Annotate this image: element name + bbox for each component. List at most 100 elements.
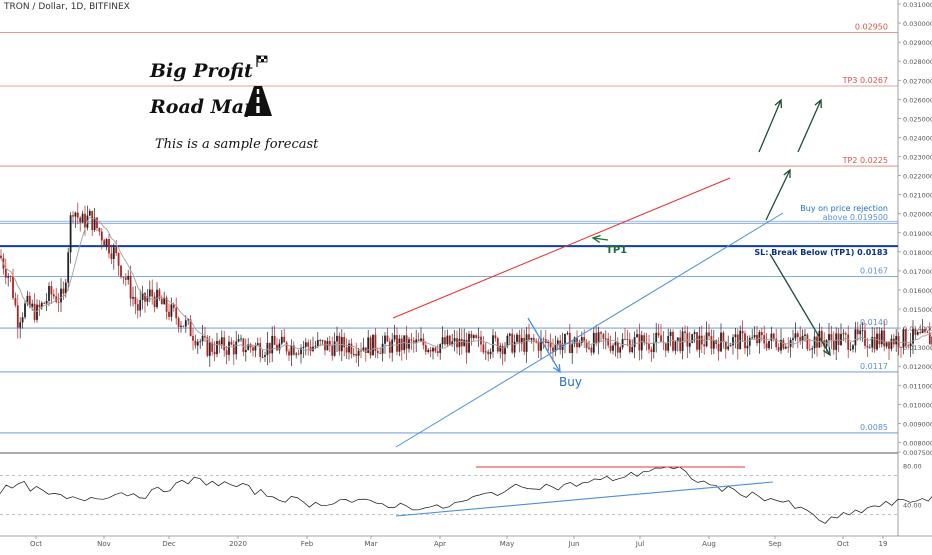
candle-body: [427, 349, 430, 352]
candle-body: [547, 341, 550, 344]
candle-body: [741, 330, 744, 334]
candle-body: [607, 338, 610, 346]
candle-body: [69, 215, 72, 253]
candle-body: [813, 336, 816, 349]
candle-body: [909, 343, 912, 347]
candle-body: [223, 337, 226, 351]
candle-body: [564, 333, 566, 344]
candle-body: [828, 334, 830, 341]
candle-body: [405, 335, 408, 349]
candle-body: [28, 295, 31, 307]
arrows-layer: [527, 98, 831, 374]
candle-body: [127, 275, 130, 280]
candle-body: [484, 351, 487, 353]
candle-body: [43, 302, 46, 304]
candle-body: [674, 341, 677, 351]
candle-body: [352, 353, 355, 355]
price-tick-label: 0.020000: [903, 211, 932, 219]
time-tick-label: Apr: [434, 540, 446, 548]
candle-body: [528, 334, 530, 340]
candle-body: [770, 333, 773, 341]
candle-body: [254, 345, 257, 351]
candle-body: [530, 337, 533, 340]
candle-body: [650, 349, 653, 353]
candle-body: [184, 320, 187, 327]
candle-body: [271, 335, 274, 354]
candle-body: [112, 247, 115, 259]
candle-body: [93, 217, 96, 230]
candle-body: [571, 343, 574, 354]
level-label: above 0.019500: [823, 213, 888, 222]
candle-body: [794, 333, 797, 339]
candle-body: [626, 339, 629, 341]
candle-body: [230, 341, 233, 345]
candle-body: [134, 297, 137, 305]
candle-body: [453, 338, 456, 342]
candle-body: [924, 328, 926, 332]
candle-body: [578, 343, 581, 348]
moving-average-line: [0, 216, 932, 352]
candle-body: [52, 294, 55, 297]
candle-body: [890, 338, 893, 349]
candle-body: [264, 355, 266, 357]
candle-body: [504, 346, 506, 355]
candle-body: [664, 342, 667, 351]
candle-body: [172, 304, 175, 308]
candle-body: [842, 333, 845, 335]
candle-body: [811, 348, 814, 350]
candle-body: [619, 347, 622, 353]
candle-body: [9, 276, 12, 277]
price-tick-label: 0.011000: [903, 382, 932, 390]
candle-body: [537, 341, 540, 351]
candle-body: [688, 342, 691, 347]
candle-body: [170, 304, 173, 317]
candle-body: [787, 346, 790, 348]
candle-body: [12, 276, 14, 299]
time-tick-label: Oct: [30, 540, 42, 548]
promo-title-line2: Road Map: [150, 96, 258, 118]
candle-body: [386, 335, 389, 342]
candle-body: [532, 337, 535, 342]
candle-body: [832, 340, 835, 350]
price-tick-label: 0.012000: [903, 363, 932, 371]
candle-body: [345, 347, 348, 353]
candle-body: [424, 345, 427, 352]
candle-body: [19, 322, 22, 328]
candle-body: [7, 276, 10, 278]
candle-body: [552, 347, 554, 352]
candle-body: [369, 337, 372, 356]
candle-body: [835, 333, 838, 350]
candle-body: [64, 282, 67, 294]
candle-body: [429, 349, 432, 352]
candle-body: [602, 333, 605, 339]
candle-body: [292, 345, 295, 355]
candle-body: [868, 347, 871, 349]
candle-body: [585, 341, 588, 349]
candle-body: [652, 342, 655, 353]
candle-body: [420, 338, 422, 341]
candle-body: [326, 340, 329, 351]
candle-body: [823, 340, 826, 347]
candle-body: [367, 337, 370, 353]
candle-body: [441, 337, 444, 345]
candle-body: [804, 334, 806, 336]
candle-body: [604, 338, 607, 340]
candle-body: [105, 239, 108, 246]
candle-body: [357, 350, 360, 356]
candle-body: [76, 212, 79, 218]
candle-body: [859, 330, 862, 335]
candle-body: [468, 333, 470, 353]
support-trendline: [395, 212, 784, 448]
candle-body: [494, 335, 497, 339]
candle-body: [888, 341, 890, 349]
candle-body: [74, 212, 77, 217]
candle-body: [218, 340, 221, 346]
price-tick-label: 0.007500: [903, 449, 932, 457]
candle-body: [871, 336, 874, 348]
candle-body: [703, 344, 706, 347]
price-tick-label: 0.029000: [903, 39, 932, 47]
time-axis: Oct Nov Dec 2020 Feb Mar Apr May Jun Jul Aug Sep Oct…: [30, 536, 887, 548]
candle-body: [535, 341, 538, 343]
candle-body: [96, 217, 98, 229]
